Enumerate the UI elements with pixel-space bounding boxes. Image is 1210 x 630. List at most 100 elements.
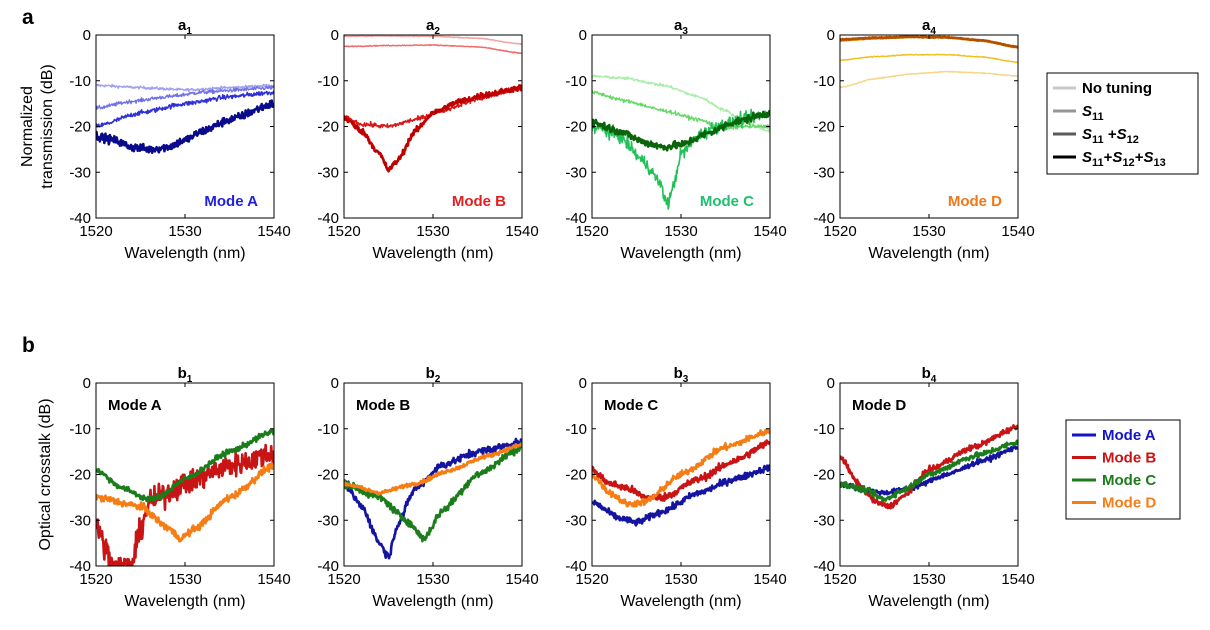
x-axis-label: Wavelength (nm) (868, 593, 989, 610)
y-tick-label: -40 (813, 558, 835, 575)
y-tick-label: -40 (565, 558, 587, 575)
mode-annotation: Mode C (700, 193, 754, 210)
y-tick-label: -20 (69, 119, 91, 136)
y-tick-label: -40 (317, 558, 339, 575)
y-tick-label: -10 (813, 421, 835, 438)
y-tick-label: -10 (69, 421, 91, 438)
series-line-a2-2 (344, 43, 522, 55)
y-tick-label: -40 (317, 210, 339, 227)
series-line-b3-1 (592, 464, 770, 527)
series-line-b2-3 (344, 442, 522, 496)
y-tick-label: -40 (69, 558, 91, 575)
y-tick-label: -20 (565, 119, 587, 136)
x-tick-label: 1530 (912, 223, 945, 240)
panel-b1: 1520 1530 1540 0 -10 -20 -30 -40 Wavelength (nm)… (37, 365, 291, 610)
legend-b-label: Mode A (1102, 427, 1156, 444)
legend-b-label: Mode C (1102, 472, 1156, 489)
panels: 1520 1530 1540 0 -10 -20 -30 -40 Wavelength (nm)… (19, 17, 1035, 610)
x-tick-label: 1520 (823, 571, 856, 588)
series-line-a1-3 (96, 90, 274, 128)
series-line-b2-1 (344, 437, 522, 560)
x-tick-label: 1540 (753, 571, 786, 588)
series-line-b1-2 (96, 428, 274, 503)
panel-title: a3 (674, 17, 688, 37)
x-axis-label: Wavelength (nm) (124, 593, 245, 610)
series-line-a4-1 (840, 70, 1018, 89)
x-tick-label: 1540 (505, 571, 538, 588)
series-line-b4-3 (840, 439, 1018, 503)
x-tick-label: 1520 (575, 223, 608, 240)
legend-a-label: S11+S12+S13 (1082, 149, 1166, 169)
x-tick-label: 1530 (168, 571, 201, 588)
y-tick-label: -30 (813, 512, 835, 529)
y-tick-label: 0 (827, 27, 835, 44)
x-axis-label: Wavelength (nm) (124, 245, 245, 262)
y-tick-label: -20 (317, 119, 339, 136)
panel-a2: 1520 1530 1540 0 -10 -20 -30 -40 Wavelength (nm)… (317, 17, 538, 262)
legend-a-label: No tuning (1082, 80, 1152, 97)
mode-annotation: Mode B (452, 193, 506, 210)
axes-frame (343, 34, 523, 219)
panel-title: a2 (426, 17, 440, 37)
panel-title: a1 (178, 17, 192, 37)
x-tick-label: 1520 (823, 223, 856, 240)
x-tick-label: 1530 (416, 223, 449, 240)
series-line-b4-2 (840, 424, 1018, 510)
plot-area (840, 424, 1018, 510)
series-line-b2-2 (344, 441, 522, 543)
y-tick-label: -40 (565, 210, 587, 227)
mode-annotation: Mode B (356, 397, 410, 414)
legend-b-label: Mode B (1102, 450, 1156, 467)
x-axis-label: Wavelength (nm) (372, 245, 493, 262)
x-tick-label: 1530 (416, 571, 449, 588)
y-tick-label: -20 (813, 467, 835, 484)
x-axis-label: Wavelength (nm) (620, 245, 741, 262)
y-tick-label: 0 (579, 375, 587, 392)
y-tick-label: -10 (317, 421, 339, 438)
y-tick-label: 0 (579, 27, 587, 44)
series-line-a1-2 (96, 85, 274, 111)
x-tick-label: 1520 (327, 223, 360, 240)
y-tick-label: -40 (69, 210, 91, 227)
mode-annotation: Mode D (852, 397, 906, 414)
x-tick-label: 1530 (664, 571, 697, 588)
series-line-a3-2 (592, 89, 770, 131)
x-tick-label: 1540 (257, 571, 290, 588)
y-tick-label: -30 (813, 164, 835, 181)
panel-b2: 1520 1530 1540 0 -10 -20 -30 -40 Wavelength (nm)… (317, 365, 538, 610)
y-tick-label: -20 (69, 467, 91, 484)
y-tick-label: -30 (69, 512, 91, 529)
mode-annotation: Mode A (204, 193, 258, 210)
plot-area (592, 428, 770, 527)
y-tick-label: 0 (83, 375, 91, 392)
axes-frame (839, 34, 1019, 219)
y-tick-label: -30 (565, 164, 587, 181)
row-label-a: a (22, 6, 34, 29)
legend-b-label: Mode D (1102, 495, 1156, 512)
mode-annotation: Mode D (948, 193, 1002, 210)
x-tick-label: 1540 (505, 223, 538, 240)
x-tick-label: 1540 (1001, 223, 1034, 240)
y-tick-label: -10 (317, 73, 339, 90)
plot-area (344, 437, 522, 560)
y-tick-label: -20 (317, 467, 339, 484)
x-tick-label: 1530 (168, 223, 201, 240)
panel-a1: 1520 1530 1540 0 -10 -20 -30 -40 Wavelength (nm)… (19, 17, 291, 262)
series-line-a3-4 (592, 109, 770, 152)
y-tick-label: -20 (813, 119, 835, 136)
mode-annotation: Mode A (108, 397, 162, 414)
x-tick-label: 1540 (1001, 571, 1034, 588)
panel-b4: 1520 1530 1540 0 -10 -20 -30 -40 Wavelength (nm)… (813, 365, 1034, 610)
axes-frame (95, 34, 275, 219)
y-tick-label: -40 (813, 210, 835, 227)
legend-a: No tuning S11 S11 +S12 S11+S12+S13 (1046, 72, 1199, 175)
plot-area (96, 83, 274, 155)
x-tick-label: 1520 (327, 571, 360, 588)
panel-a4: 1520 1530 1540 0 -10 -20 -30 -40 Wavelength (nm)… (813, 17, 1034, 262)
y-tick-label: -30 (317, 164, 339, 181)
y-tick-label: 0 (331, 375, 339, 392)
series-line-a1-4 (96, 99, 274, 155)
y-tick-label: -10 (69, 73, 91, 90)
series-line-a4-2 (840, 53, 1018, 64)
x-tick-label: 1540 (257, 223, 290, 240)
